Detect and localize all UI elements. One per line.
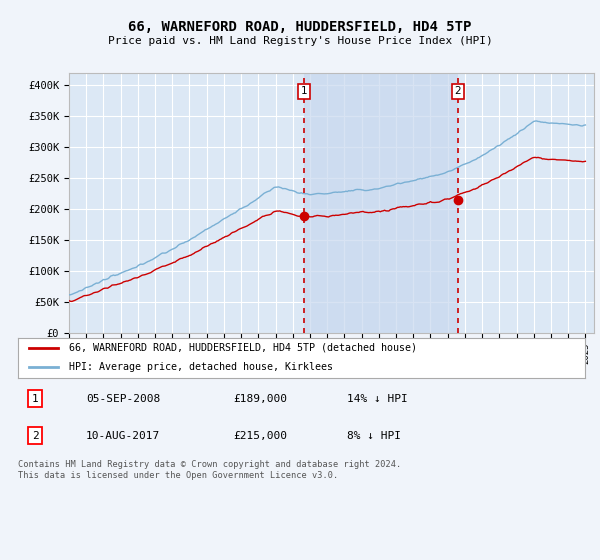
Text: 1: 1 xyxy=(32,394,38,404)
Text: 14% ↓ HPI: 14% ↓ HPI xyxy=(347,394,407,404)
Text: 05-SEP-2008: 05-SEP-2008 xyxy=(86,394,160,404)
Bar xyxy=(304,73,458,333)
Text: 66, WARNEFORD ROAD, HUDDERSFIELD, HD4 5TP (detached house): 66, WARNEFORD ROAD, HUDDERSFIELD, HD4 5T… xyxy=(69,343,417,353)
Text: Price paid vs. HM Land Registry's House Price Index (HPI): Price paid vs. HM Land Registry's House … xyxy=(107,36,493,46)
Text: HPI: Average price, detached house, Kirklees: HPI: Average price, detached house, Kirk… xyxy=(69,362,333,372)
Text: 2: 2 xyxy=(32,431,38,441)
Text: 1: 1 xyxy=(301,86,308,96)
Text: £215,000: £215,000 xyxy=(233,431,287,441)
Text: Contains HM Land Registry data © Crown copyright and database right 2024.
This d: Contains HM Land Registry data © Crown c… xyxy=(18,460,401,480)
Text: £189,000: £189,000 xyxy=(233,394,287,404)
Text: 10-AUG-2017: 10-AUG-2017 xyxy=(86,431,160,441)
Text: 66, WARNEFORD ROAD, HUDDERSFIELD, HD4 5TP: 66, WARNEFORD ROAD, HUDDERSFIELD, HD4 5T… xyxy=(128,20,472,34)
Text: 2: 2 xyxy=(455,86,461,96)
Text: 8% ↓ HPI: 8% ↓ HPI xyxy=(347,431,401,441)
